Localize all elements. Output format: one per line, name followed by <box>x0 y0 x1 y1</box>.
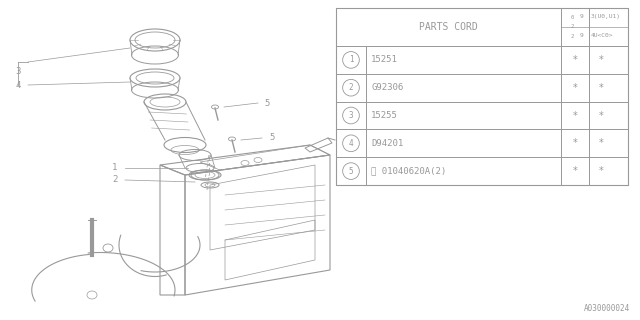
Text: Ⓑ 01040620A(2): Ⓑ 01040620A(2) <box>371 167 446 176</box>
Text: 1: 1 <box>112 164 118 172</box>
Text: 2: 2 <box>349 83 353 92</box>
Text: 2: 2 <box>571 25 574 29</box>
Text: *: * <box>573 138 577 148</box>
Text: PARTS CORD: PARTS CORD <box>419 22 478 32</box>
Text: 15251: 15251 <box>371 55 398 64</box>
Bar <box>589 8 628 46</box>
Text: A030000024: A030000024 <box>584 304 630 313</box>
Text: 3: 3 <box>15 68 20 76</box>
Bar <box>336 8 628 185</box>
Bar <box>561 46 589 74</box>
Text: 9: 9 <box>580 14 584 19</box>
Bar <box>589 157 628 185</box>
Text: G92306: G92306 <box>371 83 403 92</box>
Text: 4: 4 <box>349 139 353 148</box>
Text: 2: 2 <box>571 34 574 39</box>
Bar <box>366 101 561 129</box>
Text: 5: 5 <box>269 133 275 142</box>
Text: *: * <box>598 83 603 93</box>
Bar <box>366 74 561 102</box>
Text: *: * <box>573 110 577 121</box>
Bar <box>561 129 589 157</box>
Bar <box>561 157 589 185</box>
Bar <box>366 157 561 185</box>
Text: 3: 3 <box>349 111 353 120</box>
Bar <box>336 101 366 129</box>
Bar <box>336 74 366 102</box>
Bar <box>366 129 561 157</box>
Bar <box>561 8 589 46</box>
Text: 4: 4 <box>15 81 20 90</box>
Bar <box>336 129 366 157</box>
Text: *: * <box>598 55 603 65</box>
Text: 9: 9 <box>580 33 584 38</box>
Bar <box>336 8 561 46</box>
Text: 5: 5 <box>264 99 269 108</box>
Text: 1: 1 <box>349 55 353 64</box>
Text: D94201: D94201 <box>371 139 403 148</box>
Bar <box>561 74 589 102</box>
Bar <box>336 157 366 185</box>
Text: 15255: 15255 <box>371 111 398 120</box>
Text: *: * <box>573 83 577 93</box>
Text: *: * <box>573 55 577 65</box>
Text: *: * <box>598 138 603 148</box>
Bar <box>589 74 628 102</box>
Text: *: * <box>573 166 577 176</box>
Text: 3(U0,U1): 3(U0,U1) <box>591 14 621 19</box>
Bar <box>589 46 628 74</box>
Text: *: * <box>598 166 603 176</box>
Bar <box>366 46 561 74</box>
Bar <box>561 101 589 129</box>
Bar <box>589 129 628 157</box>
Text: 2: 2 <box>112 175 118 185</box>
Text: 0: 0 <box>571 15 574 20</box>
Text: 4U<C0>: 4U<C0> <box>591 33 614 38</box>
Bar <box>336 46 366 74</box>
Bar <box>589 101 628 129</box>
Text: 5: 5 <box>349 167 353 176</box>
Text: *: * <box>598 110 603 121</box>
